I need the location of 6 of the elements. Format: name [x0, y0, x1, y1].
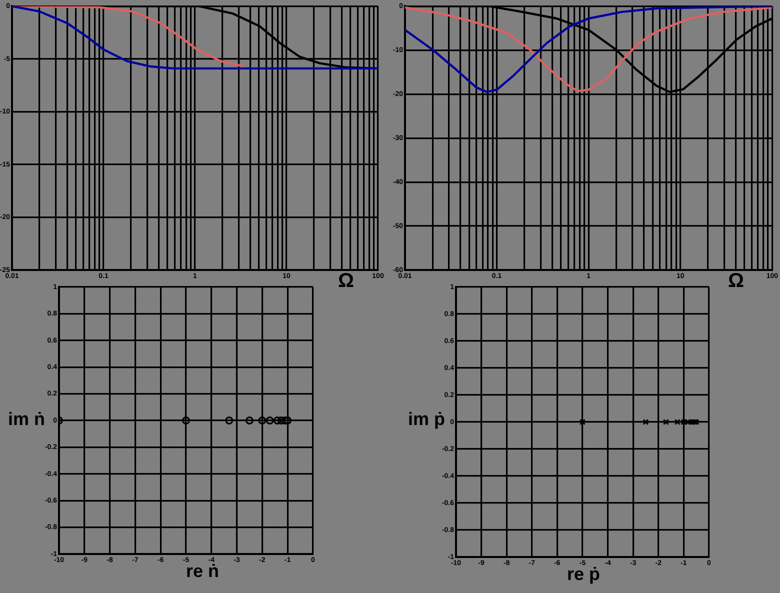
x-axis-title: re ṗ [567, 564, 600, 584]
x-axis-title: re ṅ [186, 561, 220, 581]
y-axis-title: im ṅ [8, 409, 46, 429]
x-axis-title: Ω [338, 270, 354, 292]
y-axis-title: im ṗ [408, 409, 446, 429]
x-axis-title: Ω [728, 270, 744, 292]
